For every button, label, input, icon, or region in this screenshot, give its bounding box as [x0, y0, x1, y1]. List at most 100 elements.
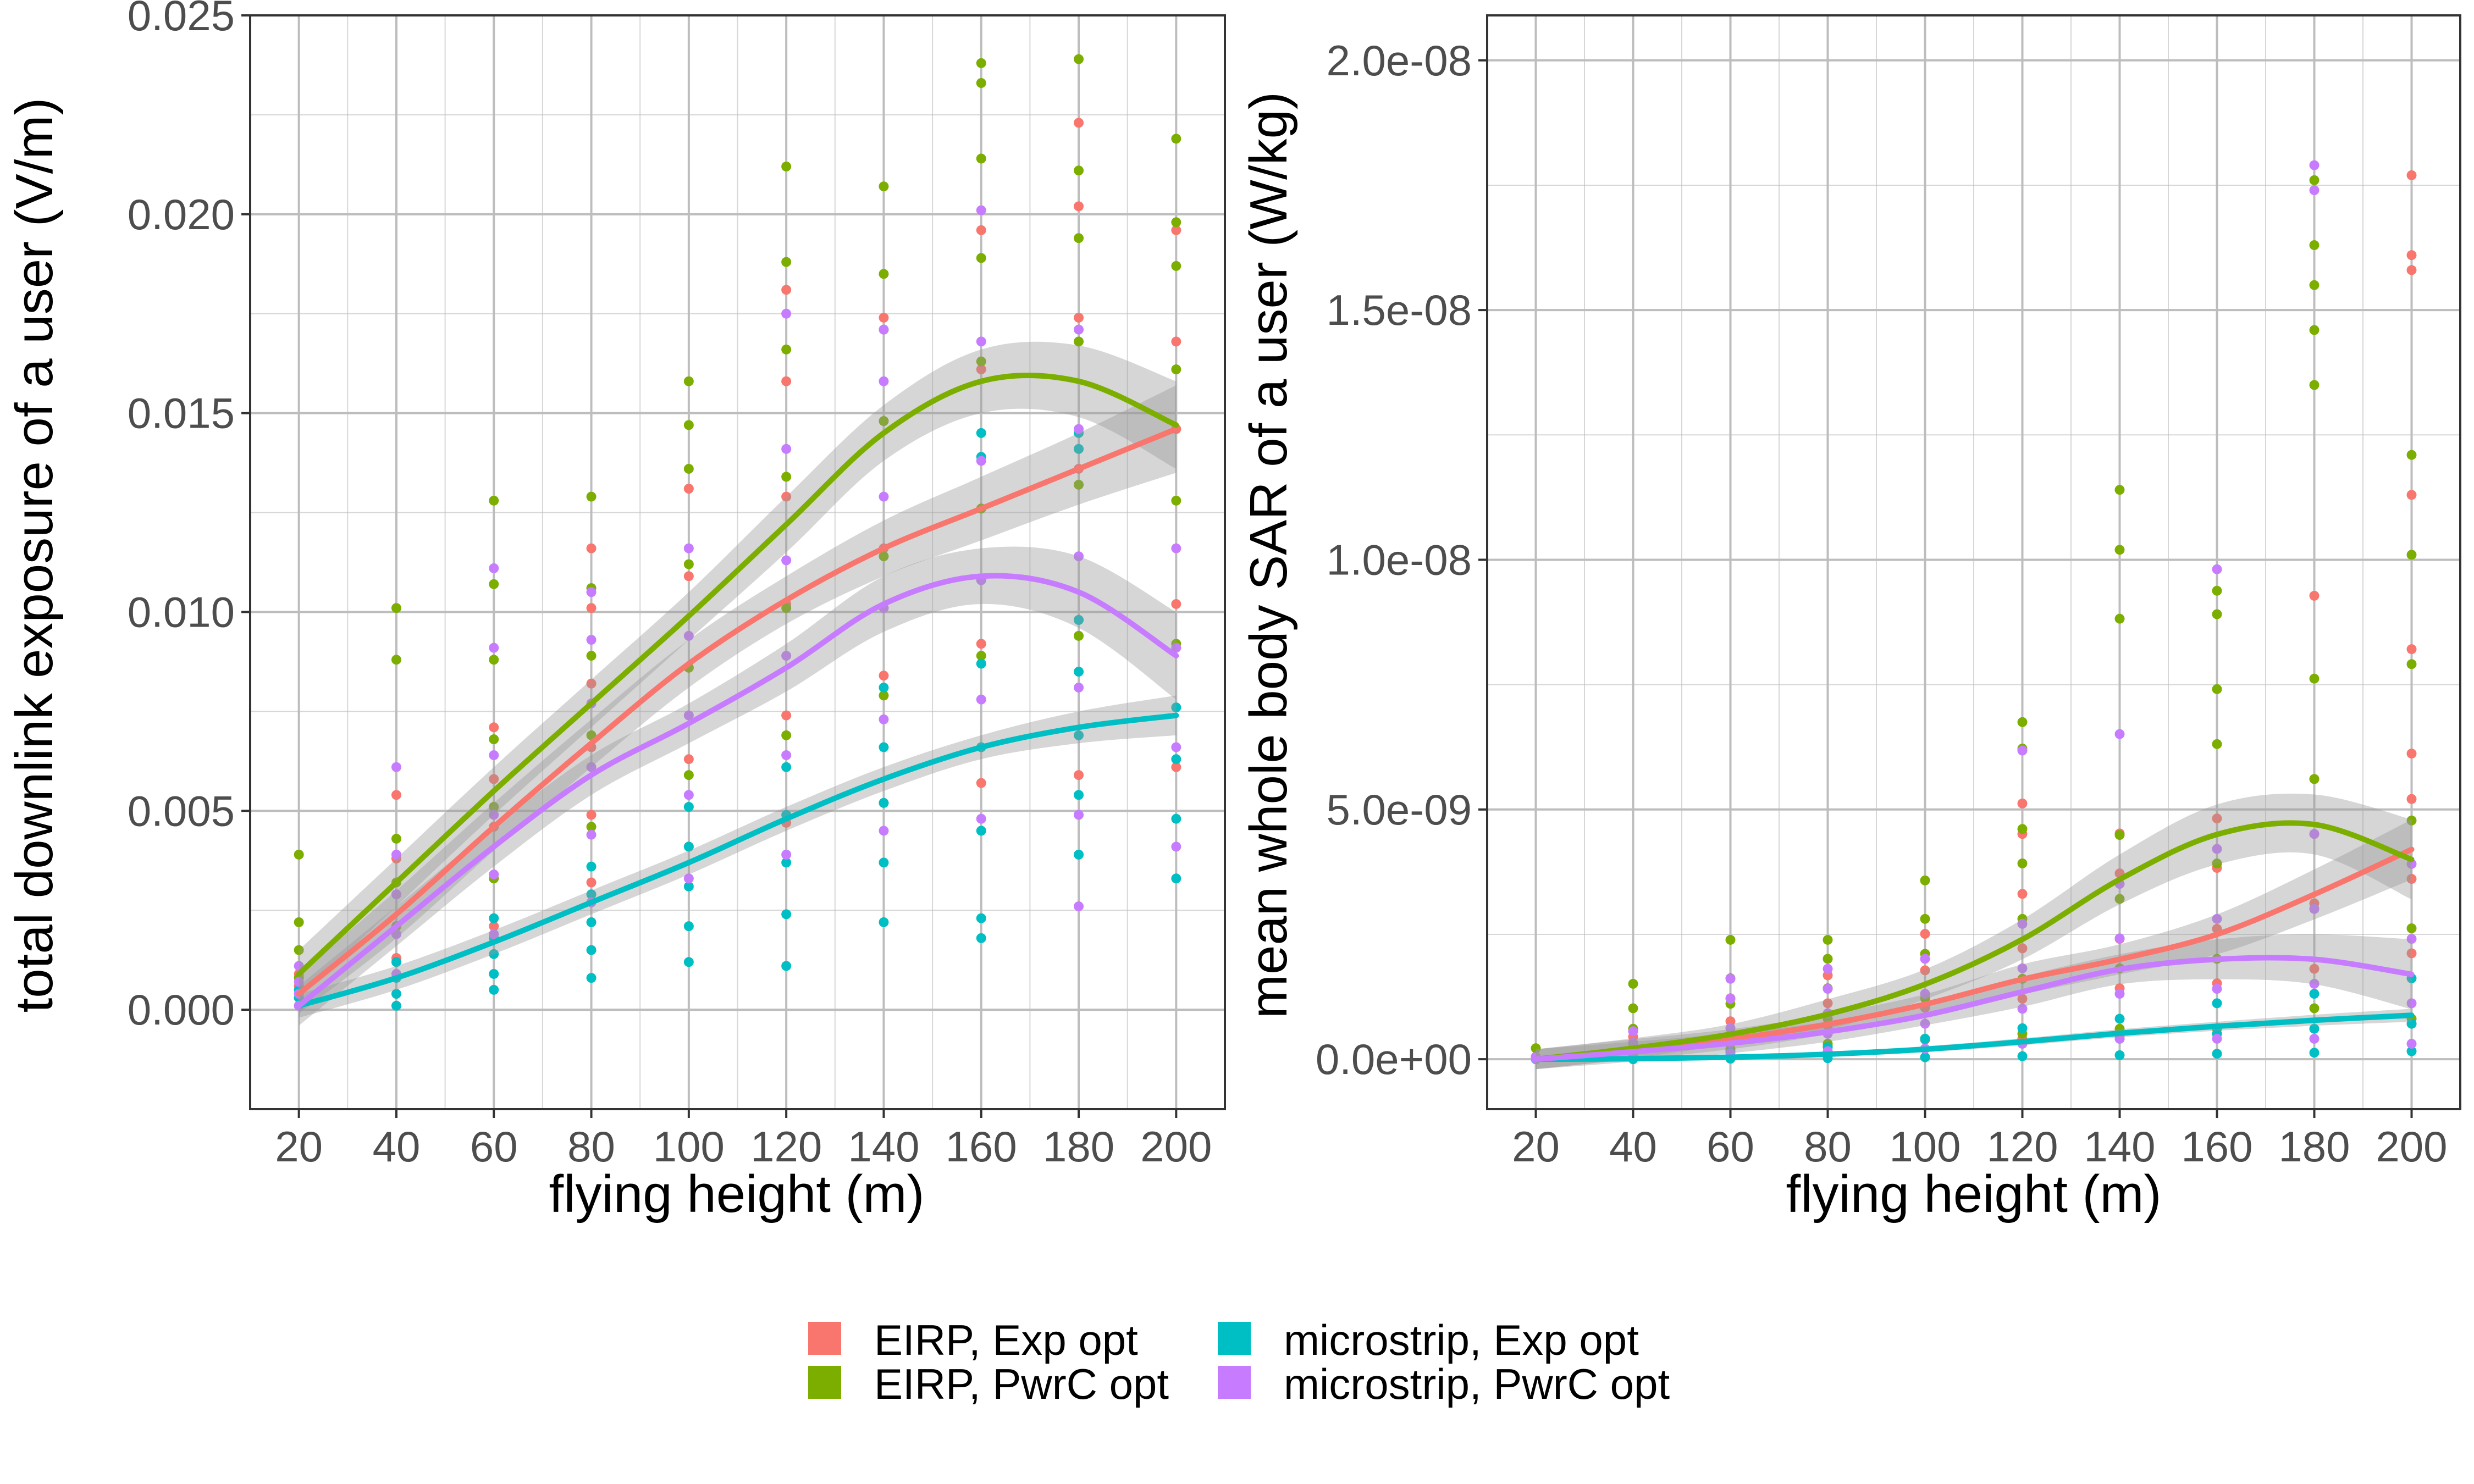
left-point-microstrip-exp-opt — [976, 428, 986, 438]
left-point-microstrip-pwrc-opt — [683, 543, 694, 553]
left-point-eirp-exp-opt — [1171, 336, 1181, 347]
left-point-microstrip-exp-opt — [781, 762, 792, 772]
left-point-microstrip-pwrc-opt — [683, 710, 694, 721]
left-point-eirp-pwrc-opt — [683, 559, 694, 569]
left-point-eirp-pwrc-opt — [1074, 233, 1084, 243]
left-point-microstrip-exp-opt — [1171, 813, 1181, 824]
left-point-microstrip-pwrc-opt — [781, 651, 792, 661]
left-point-microstrip-exp-opt — [489, 949, 499, 959]
right-point-eirp-exp-opt — [2017, 889, 2028, 899]
left-point-eirp-pwrc-opt — [1171, 217, 1181, 228]
right-point-eirp-exp-opt — [2406, 874, 2417, 884]
left-point-eirp-exp-opt — [586, 603, 597, 613]
right-point-microstrip-pwrc-opt — [1823, 984, 1833, 994]
right-point-eirp-pwrc-opt — [2309, 325, 2320, 335]
right-point-eirp-pwrc-opt — [2309, 1003, 2320, 1014]
left-point-microstrip-pwrc-opt — [879, 826, 889, 836]
left-point-eirp-exp-opt — [586, 678, 597, 689]
left-point-microstrip-pwrc-opt — [683, 873, 694, 884]
left-point-eirp-exp-opt — [879, 312, 889, 323]
left-point-eirp-pwrc-opt — [879, 269, 889, 279]
left-point-eirp-pwrc-opt — [683, 376, 694, 386]
legend-key-microstrip-exp-opt — [1218, 1322, 1251, 1355]
right-point-microstrip-pwrc-opt — [2114, 729, 2125, 739]
left-point-eirp-exp-opt — [1171, 225, 1181, 235]
right-point-microstrip-pwrc-opt — [2212, 984, 2222, 994]
right-point-microstrip-pwrc-opt — [2309, 160, 2320, 170]
left-point-eirp-pwrc-opt — [781, 603, 792, 613]
right-point-eirp-exp-opt — [2212, 813, 2222, 824]
left-point-microstrip-exp-opt — [781, 857, 792, 868]
left-point-microstrip-exp-opt — [879, 857, 889, 868]
right-point-eirp-pwrc-opt — [1920, 913, 1930, 924]
right-point-eirp-exp-opt — [2309, 590, 2320, 601]
right-point-microstrip-pwrc-opt — [2114, 989, 2125, 999]
right-point-eirp-pwrc-opt — [2309, 175, 2320, 185]
right-point-eirp-pwrc-opt — [2406, 659, 2417, 669]
left-point-microstrip-exp-opt — [1171, 702, 1181, 713]
left-point-microstrip-exp-opt — [489, 968, 499, 979]
left-point-eirp-exp-opt — [586, 543, 597, 553]
left-point-microstrip-exp-opt — [879, 742, 889, 752]
right-point-eirp-pwrc-opt — [2406, 550, 2417, 560]
left-point-microstrip-pwrc-opt — [391, 849, 401, 860]
left-point-eirp-pwrc-opt — [781, 730, 792, 740]
left-point-eirp-pwrc-opt — [879, 551, 889, 562]
right-point-eirp-pwrc-opt — [2212, 609, 2222, 619]
right-point-eirp-pwrc-opt — [1920, 875, 1930, 885]
right-point-eirp-pwrc-opt — [2114, 545, 2125, 555]
right-point-eirp-exp-opt — [2017, 798, 2028, 809]
left-point-microstrip-exp-opt — [781, 961, 792, 971]
left-x-tick-label: 80 — [567, 1122, 615, 1171]
left-x-tick-label: 180 — [1043, 1122, 1114, 1171]
right-x-tick-label: 20 — [1512, 1122, 1560, 1171]
legend-label-eirp-exp-opt: EIRP, Exp opt — [874, 1316, 1138, 1364]
left-point-eirp-exp-opt — [1171, 599, 1181, 609]
right-point-microstrip-pwrc-opt — [2212, 913, 2222, 924]
left-point-microstrip-exp-opt — [1171, 873, 1181, 884]
legend-label-eirp-pwrc-opt: EIRP, PwrC opt — [874, 1360, 1169, 1408]
left-point-eirp-exp-opt — [683, 754, 694, 765]
right-y-tick-label: 5.0e-09 — [1326, 785, 1472, 834]
right-confidence-band-eirp-exp-opt — [1536, 819, 2412, 1070]
left-point-microstrip-pwrc-opt — [391, 889, 401, 900]
right-point-eirp-pwrc-opt — [2114, 894, 2125, 904]
left-point-microstrip-pwrc-opt — [976, 336, 986, 347]
left-point-eirp-pwrc-opt — [976, 78, 986, 88]
right-point-microstrip-pwrc-opt — [1725, 994, 1736, 1004]
left-point-eirp-pwrc-opt — [976, 356, 986, 367]
left-point-microstrip-pwrc-opt — [586, 829, 597, 840]
left-point-microstrip-exp-opt — [683, 802, 694, 812]
left-point-microstrip-pwrc-opt — [1171, 841, 1181, 852]
left-point-eirp-pwrc-opt — [683, 420, 694, 430]
left-point-microstrip-exp-opt — [391, 1000, 401, 1011]
right-point-eirp-pwrc-opt — [1725, 934, 1736, 945]
right-point-microstrip-exp-opt — [2309, 1023, 2320, 1034]
left-point-microstrip-pwrc-opt — [1074, 324, 1084, 335]
left-point-microstrip-pwrc-opt — [1074, 551, 1084, 562]
right-point-eirp-exp-opt — [2406, 250, 2417, 261]
left-point-microstrip-exp-opt — [976, 933, 986, 943]
right-point-eirp-pwrc-opt — [1628, 1003, 1638, 1014]
right-x-tick-label: 40 — [1609, 1122, 1657, 1171]
left-point-microstrip-pwrc-opt — [1171, 742, 1181, 752]
left-point-microstrip-exp-opt — [586, 917, 597, 927]
legend-label-microstrip-pwrc-opt: microstrip, PwrC opt — [1284, 1360, 1670, 1408]
left-point-microstrip-pwrc-opt — [879, 376, 889, 386]
left-smooth-line-microstrip-exp-opt — [296, 712, 1179, 1009]
left-point-microstrip-exp-opt — [1171, 754, 1181, 765]
left-point-microstrip-pwrc-opt — [1074, 810, 1084, 820]
right-point-microstrip-pwrc-opt — [2309, 904, 2320, 914]
left-point-microstrip-pwrc-opt — [976, 813, 986, 824]
legend-label-microstrip-exp-opt: microstrip, Exp opt — [1284, 1316, 1639, 1364]
right-point-microstrip-pwrc-opt — [2406, 859, 2417, 869]
left-point-microstrip-exp-opt — [586, 861, 597, 872]
right-point-eirp-exp-opt — [1725, 1016, 1736, 1027]
right-point-microstrip-exp-opt — [2017, 1051, 2028, 1061]
left-x-tick-label: 140 — [848, 1122, 919, 1171]
right-point-microstrip-exp-opt — [2114, 1014, 2125, 1024]
left-point-microstrip-exp-opt — [976, 658, 986, 669]
left-point-eirp-pwrc-opt — [294, 917, 304, 927]
left-point-microstrip-exp-opt — [879, 682, 889, 693]
left-x-tick-label: 100 — [653, 1122, 725, 1171]
